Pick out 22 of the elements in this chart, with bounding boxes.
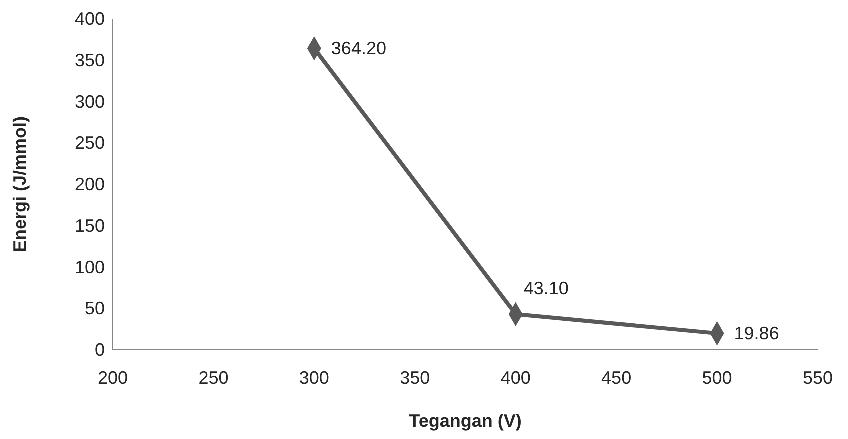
x-tick-label: 550: [802, 368, 834, 388]
data-label: 19.86: [734, 324, 780, 344]
y-tick-label: 400: [74, 9, 105, 29]
data-label: 43.10: [524, 278, 569, 298]
x-tick-label: 300: [299, 368, 330, 388]
x-tick-label: 350: [400, 368, 430, 388]
x-tick-label: 450: [602, 368, 632, 388]
y-tick-label: 100: [74, 257, 105, 278]
y-axis-title: Energi (J/mmol): [10, 116, 30, 253]
y-tick-label: 50: [84, 298, 105, 319]
x-tick-label: 500: [702, 368, 732, 388]
y-tick-label: 200: [74, 174, 105, 194]
x-tick-label: 200: [98, 368, 128, 388]
x-tick-label: 400: [500, 368, 531, 388]
x-axis-title: Tegangan (V): [409, 411, 522, 431]
data-label: 364.20: [331, 38, 386, 59]
y-tick-label: 350: [74, 50, 105, 70]
y-tick-label: 250: [74, 133, 105, 154]
x-tick-label: 250: [198, 368, 229, 388]
y-tick-label: 300: [74, 92, 105, 112]
y-tick-label: 150: [74, 216, 105, 236]
y-tick-label: 0: [94, 340, 105, 360]
